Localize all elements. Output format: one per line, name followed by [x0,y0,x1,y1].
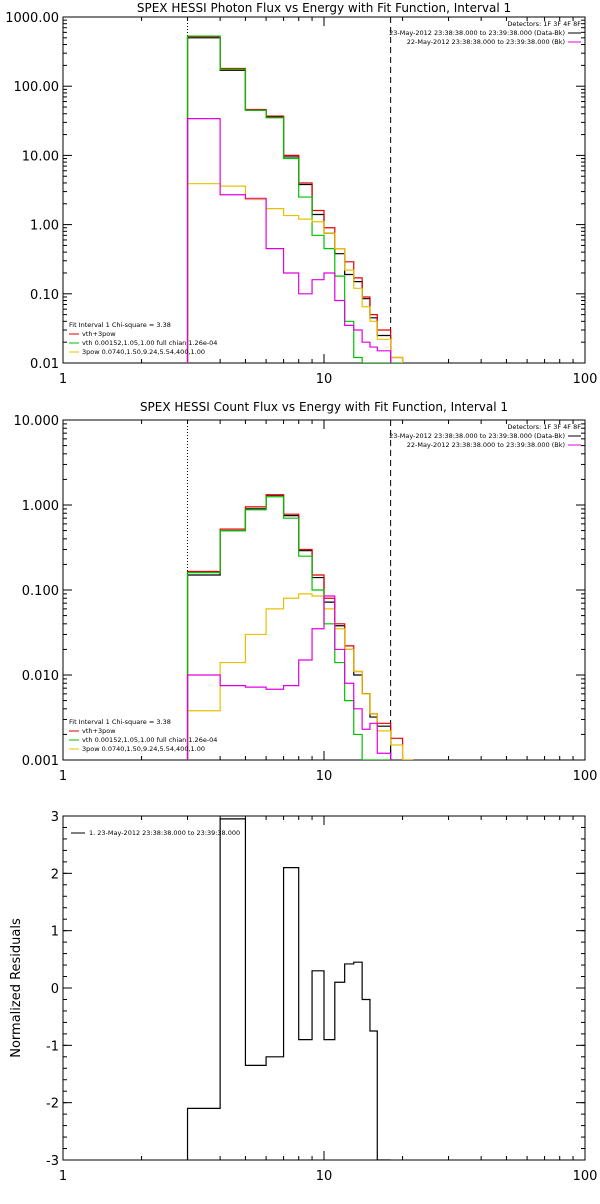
y-tick-label: 2 [51,867,59,882]
legend-fit-entry: vth 0.00152,1.05,1.00 full chian 1.26e-0… [82,736,217,744]
y-tick-label: 1.000 [22,499,59,514]
series-line-data-bk [186,494,392,760]
x-tick-label: 100 [573,372,598,387]
chart-title: SPEX HESSI Count Flux vs Energy with Fit… [140,400,508,414]
legend-fit-entry: vth+3pow [82,330,116,338]
x-tick-label: 1 [59,1169,67,1184]
y-tick-label: 3 [51,810,59,825]
legend-entry-data-bk: 23-May-2012 23:38:38.000 to 23:39:38.000… [389,29,565,37]
series-line-vth [186,496,391,760]
y-tick-label: 1.00 [30,219,59,234]
y-tick-label: 100.00 [14,80,60,95]
chart-title: SPEX HESSI Photon Flux vs Energy with Fi… [137,1,511,15]
y-tick-label: -2 [46,1097,59,1112]
legend-detectors: Detectors: 1F 3F 4F 8F [507,20,581,28]
x-tick-label: 10 [316,769,333,784]
legend-fit-entry: 3pow 0.0740,1.50,9.24,5.54,400,1.00 [82,745,205,753]
series-line-vth-3pow [186,36,404,363]
legend-entry: 1. 23-May-2012 23:38:38.000 to 23:39:38.… [89,829,240,837]
series-line-bk [186,595,392,760]
y-tick-label: 0 [51,982,59,997]
legend-fit-summary: Fit Interval 1 Chi-square = 3.38 [69,321,171,329]
y-axis-label: Normalized Residuals [9,918,24,1058]
y-tick-label: 0.100 [22,584,59,599]
series-line-3pow [186,593,414,760]
y-tick-label: -3 [46,1154,59,1169]
y-tick-label: 1000.00 [5,11,59,26]
x-tick-label: 1 [59,769,67,784]
legend-detectors: Detectors: 1F 3F 4F 8F [507,423,581,431]
x-tick-label: 1 [59,372,67,387]
legend-fit-entry: vth 0.00152,1.05,1.00 full chian 1.26e-0… [82,339,217,347]
series-line-vth [186,35,403,363]
legend-entry-data-bk: 23-May-2012 23:38:38.000 to 23:39:38.000… [389,432,565,440]
plot-frame [62,16,586,364]
y-tick-label: 10.00 [22,149,59,164]
x-tick-label: 100 [573,1169,598,1184]
x-tick-label: 10 [316,372,333,387]
series-line-vth-3pow [186,494,414,760]
legend-entry-bk: 22-May-2012 23:38:38.000 to 23:39:38.000… [407,441,565,449]
y-tick-label: 10.000 [14,414,60,429]
y-tick-label: -1 [46,1039,59,1054]
x-tick-label: 10 [316,1169,333,1184]
series-line-1-23-may-2012-23-38-38-000-to-23-39-38-000 [186,818,391,1160]
y-tick-label: 0.10 [30,288,59,303]
y-tick-label: 0.001 [22,754,59,769]
y-tick-label: 1 [51,925,59,940]
y-tick-label: 0.01 [30,357,59,372]
y-tick-label: 0.010 [22,669,59,684]
legend-entry-bk: 22-May-2012 23:38:38.000 to 23:39:38.000… [407,38,565,46]
legend-fit-summary: Fit Interval 1 Chi-square = 3.38 [69,718,171,726]
series-line-bk [186,118,392,363]
series-line-data-bk [186,37,392,363]
legend-fit-entry: 3pow 0.0740,1.50,9.24,5.54,400,1.00 [82,348,205,356]
series-line-3pow [186,183,404,363]
legend-fit-entry: vth+3pow [82,727,116,735]
x-tick-label: 100 [573,769,598,784]
